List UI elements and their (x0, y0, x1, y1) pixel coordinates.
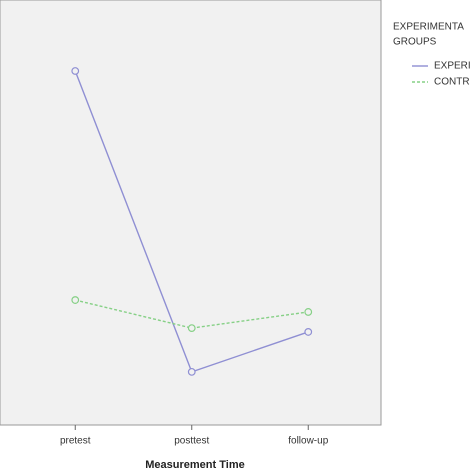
x-tick-label: posttest (174, 436, 209, 447)
point (187, 367, 196, 376)
x-axis-label: Measurement Time (145, 459, 244, 471)
x-tick-label: pretest (60, 436, 91, 447)
x-tick-label: follow-up (288, 436, 328, 447)
legend-title: GROUPS (393, 37, 437, 48)
point (304, 308, 313, 316)
legend-label: CONTR (434, 77, 470, 88)
point (71, 67, 80, 75)
point (187, 324, 196, 333)
point (71, 296, 80, 304)
legend-label: EXPERI (434, 61, 471, 72)
point (304, 328, 313, 336)
plot-area (0, 0, 382, 426)
legend-title: EXPERIMENTA (393, 22, 464, 33)
